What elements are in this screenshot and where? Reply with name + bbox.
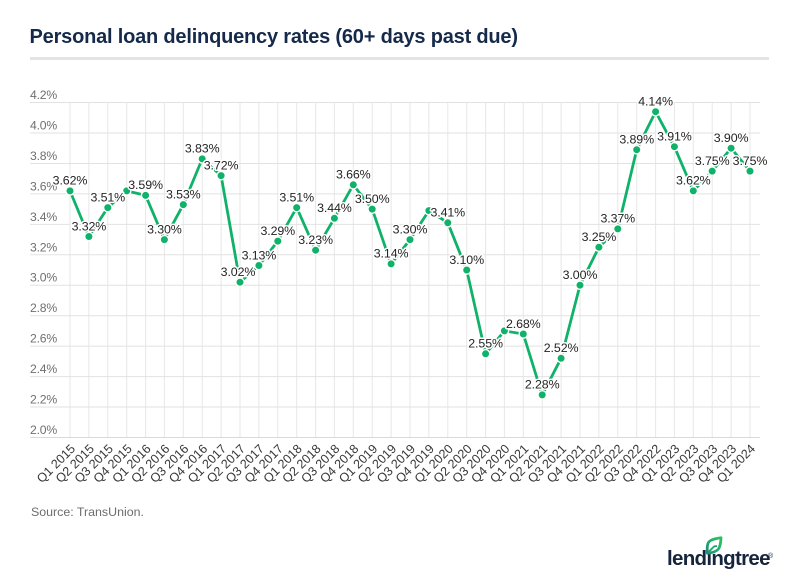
svg-text:3.13%: 3.13% [242, 248, 277, 262]
svg-text:2.8%: 2.8% [30, 301, 57, 315]
svg-text:2.55%: 2.55% [468, 337, 503, 351]
svg-text:3.10%: 3.10% [449, 253, 484, 267]
svg-text:3.00%: 3.00% [563, 268, 598, 282]
svg-text:3.37%: 3.37% [600, 212, 635, 226]
svg-text:3.72%: 3.72% [204, 158, 239, 172]
svg-text:3.62%: 3.62% [53, 174, 88, 188]
svg-text:3.29%: 3.29% [260, 224, 295, 238]
svg-text:4.2%: 4.2% [30, 88, 57, 102]
svg-text:2.0%: 2.0% [30, 423, 57, 437]
svg-text:3.83%: 3.83% [185, 142, 220, 156]
svg-text:2.6%: 2.6% [30, 332, 57, 346]
svg-text:3.51%: 3.51% [90, 190, 125, 204]
svg-text:3.91%: 3.91% [657, 130, 692, 144]
svg-text:3.41%: 3.41% [430, 206, 465, 220]
svg-text:3.32%: 3.32% [72, 219, 107, 233]
svg-text:3.4%: 3.4% [30, 210, 57, 224]
svg-text:3.25%: 3.25% [582, 230, 617, 244]
svg-text:3.6%: 3.6% [30, 179, 57, 193]
svg-text:3.30%: 3.30% [147, 222, 182, 236]
svg-text:3.0%: 3.0% [30, 271, 57, 285]
svg-text:3.44%: 3.44% [317, 201, 352, 215]
svg-text:3.75%: 3.75% [733, 154, 768, 168]
svg-text:4.14%: 4.14% [638, 95, 673, 109]
svg-text:2.52%: 2.52% [544, 341, 579, 355]
svg-text:3.2%: 3.2% [30, 240, 57, 254]
svg-text:4.0%: 4.0% [30, 119, 57, 133]
svg-text:2.4%: 2.4% [30, 362, 57, 376]
svg-text:3.59%: 3.59% [128, 178, 163, 192]
svg-text:3.51%: 3.51% [279, 190, 314, 204]
svg-text:2.28%: 2.28% [525, 378, 560, 392]
svg-text:3.66%: 3.66% [336, 168, 371, 182]
svg-text:3.8%: 3.8% [30, 149, 57, 163]
svg-text:3.30%: 3.30% [393, 222, 428, 236]
svg-text:3.02%: 3.02% [221, 265, 256, 279]
svg-text:2.2%: 2.2% [30, 393, 57, 407]
svg-text:3.62%: 3.62% [676, 174, 711, 188]
svg-text:3.89%: 3.89% [619, 133, 654, 147]
svg-text:3.23%: 3.23% [298, 233, 333, 247]
svg-text:3.90%: 3.90% [714, 131, 749, 145]
svg-text:3.14%: 3.14% [374, 247, 409, 261]
svg-text:3.50%: 3.50% [355, 192, 390, 206]
svg-text:3.53%: 3.53% [166, 187, 201, 201]
svg-text:2.68%: 2.68% [506, 317, 541, 331]
svg-text:3.75%: 3.75% [695, 154, 730, 168]
